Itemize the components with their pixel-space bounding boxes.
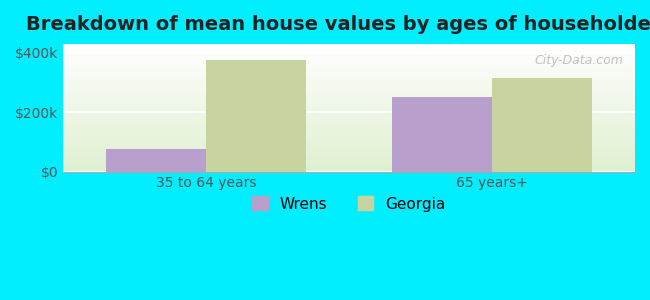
Bar [106,149,206,172]
Title: Breakdown of mean house values by ages of householders: Breakdown of mean house values by ages o… [26,15,650,34]
Bar [392,97,492,172]
Bar [492,78,592,172]
Legend: Wrens, Georgia: Wrens, Georgia [246,190,452,217]
Bar [206,60,306,172]
Text: City-Data.com: City-Data.com [535,54,623,67]
